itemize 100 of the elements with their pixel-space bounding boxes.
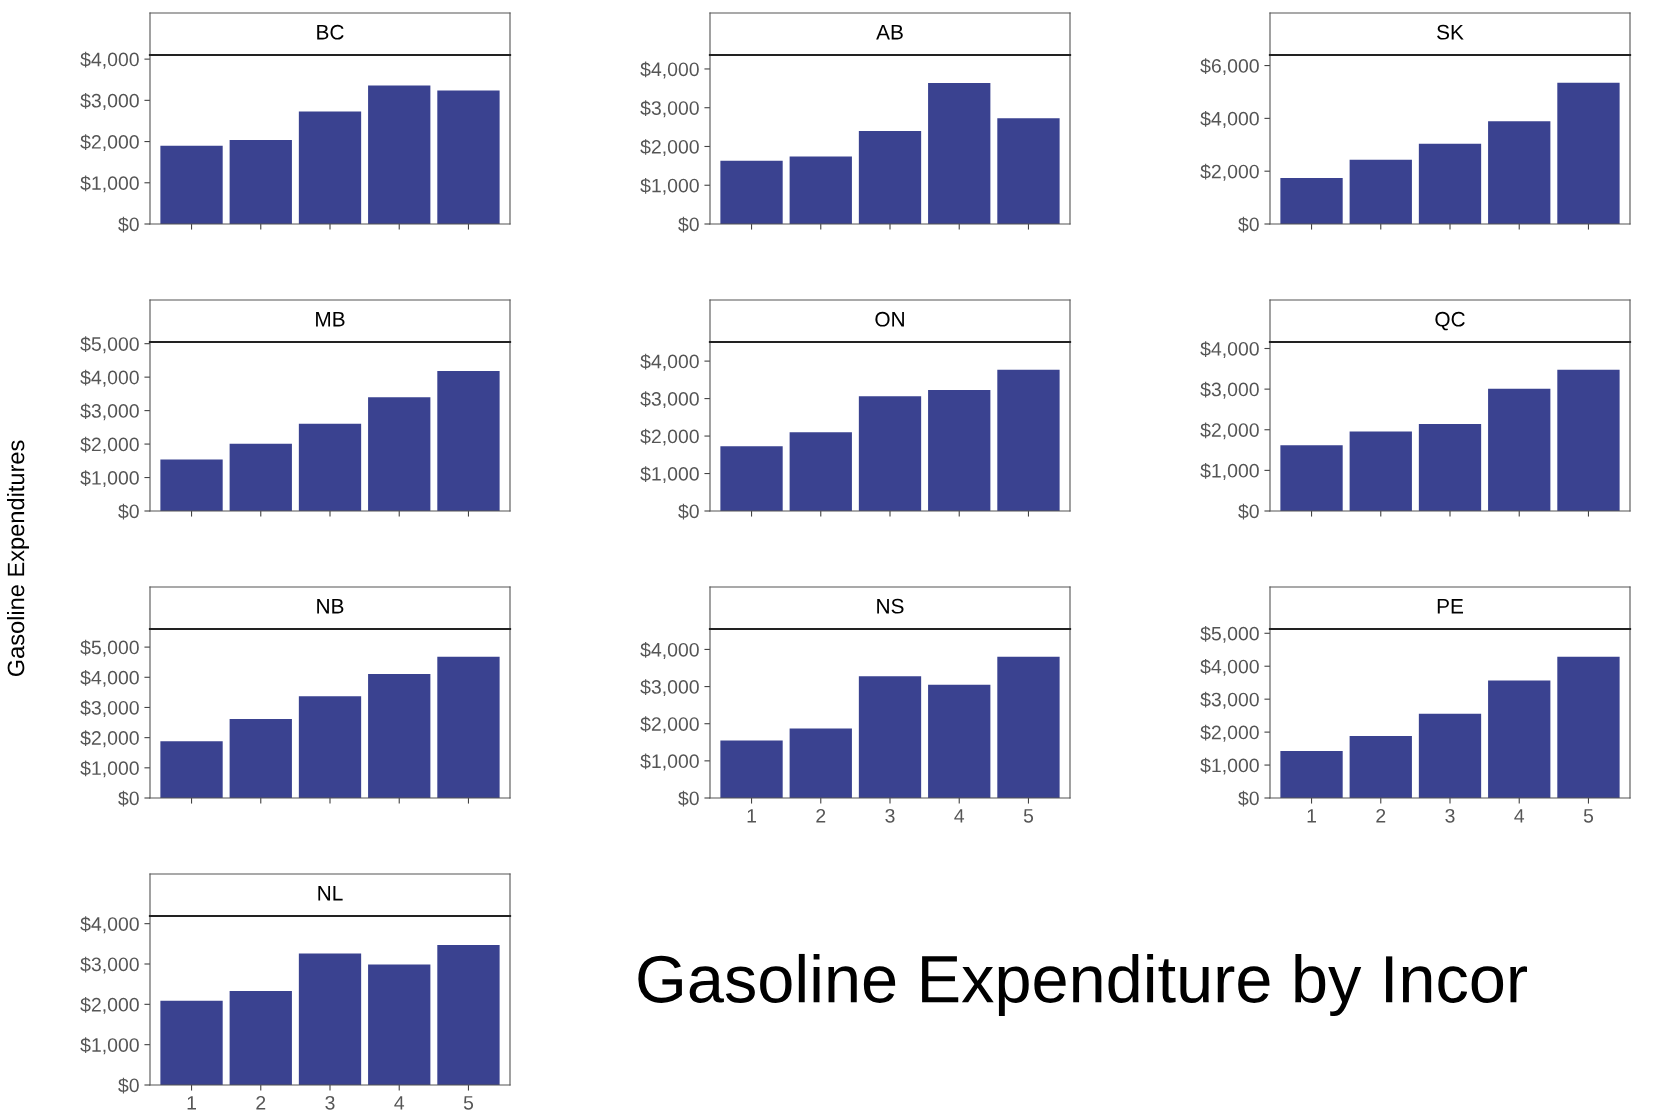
chart-title: NB [317,599,344,614]
bar [437,90,500,224]
y-tick-label: $4,000 [640,61,699,79]
y-tick-label: $4,000 [640,353,699,371]
y-tick-label: $2,000 [1200,163,1259,181]
bar [1557,369,1620,511]
bar [368,964,431,1085]
y-tick-label: $5,000 [80,639,139,657]
y-tick-label: $3,000 [640,391,699,409]
y-tick-label: $2,000 [1200,724,1259,742]
bar [928,389,991,511]
x-tick-label: 2 [816,808,826,823]
bar [1418,424,1482,511]
bar [1280,178,1343,224]
bar [437,945,500,1085]
x-tick-label: 2 [1376,808,1386,823]
y-tick-label: $6,000 [1200,58,1259,76]
bar [789,432,852,511]
y-tick-label: $4,000 [80,369,139,387]
y-tick-label: $1,000 [640,753,699,771]
bar [298,111,362,224]
y-tick-label: $1,000 [1200,757,1259,775]
bar [997,118,1060,224]
y-tick-label: $5,000 [1200,625,1259,643]
x-tick-label: 5 [1583,809,1594,823]
bar [160,741,223,798]
y-tick-label: $0 [678,503,699,520]
y-tick-label: $3,000 [80,700,139,717]
y-tick-label: $4,000 [1200,658,1259,676]
bar [789,728,852,798]
y-tick-label: $1,000 [80,470,139,488]
y-tick-label: $0 [1238,503,1259,520]
bar [1418,713,1482,798]
y-tick-label: $3,000 [640,679,699,697]
y-tick-label: $0 [678,216,699,233]
chart-title: SK [1437,24,1464,40]
bar [368,85,431,224]
bar [1557,656,1620,798]
chart-title: QC [1435,311,1465,331]
y-tick-label: $3,000 [80,92,139,110]
y-tick-label: $5,000 [80,336,139,354]
y-tick-label: $2,000 [1200,422,1259,440]
x-tick-label: 5 [1023,809,1034,823]
bar [997,369,1060,511]
bar [298,953,362,1085]
bar [437,656,500,798]
bar [1280,750,1343,798]
y-tick-label: $3,000 [80,956,139,974]
chart-title: PE [1437,599,1463,614]
bar [229,443,292,511]
bar [298,423,362,511]
y-tick-label: $4,000 [1200,111,1259,128]
y-tick-label: $0 [1238,790,1259,807]
y-axis-title: Gasoline Expenditures [7,440,29,677]
y-tick-label: $4,000 [80,916,139,934]
y-tick-label: $2,000 [640,428,699,446]
chart-title: ON [875,311,904,327]
bar [789,156,852,224]
y-tick-label: $1,000 [80,1037,139,1055]
y-tick-label: $1,000 [80,175,139,193]
y-tick-label: $0 [118,503,139,520]
y-tick-label: $1,000 [640,466,699,484]
bar [997,656,1060,798]
x-tick-label: 1 [187,1096,196,1110]
bar [229,139,292,224]
x-tick-label: 3 [1445,808,1455,823]
bar [229,991,292,1085]
bar [368,397,431,511]
chart-title: NS [877,598,904,614]
y-tick-label: $4,000 [1200,341,1259,359]
bar [160,145,223,224]
bar [928,684,991,798]
y-tick-label: $3,000 [1200,381,1259,399]
bar [858,676,922,798]
y-tick-label: $1,000 [1200,463,1259,480]
y-tick-label: $0 [118,216,139,233]
y-tick-label: $0 [118,1077,139,1094]
bar [858,396,922,511]
y-tick-label: $4,000 [640,642,699,659]
bar [720,160,783,224]
y-tick-label: $2,000 [640,139,699,157]
bar [1488,121,1551,224]
bar [437,371,500,511]
chart-title: AB [876,25,903,40]
y-tick-label: $4,000 [80,669,139,687]
bar [858,130,922,224]
x-tick-label: 4 [954,809,965,823]
x-tick-label: 3 [325,1095,335,1110]
bar [160,459,223,511]
bar [1349,431,1412,511]
y-tick-label: $3,000 [1200,691,1259,709]
x-tick-label: 1 [1307,809,1316,823]
x-tick-label: 2 [256,1095,266,1110]
x-tick-label: 1 [747,809,756,823]
bar [160,1000,223,1085]
y-tick-label: $2,000 [80,436,139,454]
bar [720,446,783,511]
bar [1349,159,1412,224]
text: Gasoline Expenditure by Incor [638,953,1527,1017]
y-tick-label: $2,000 [80,730,139,748]
